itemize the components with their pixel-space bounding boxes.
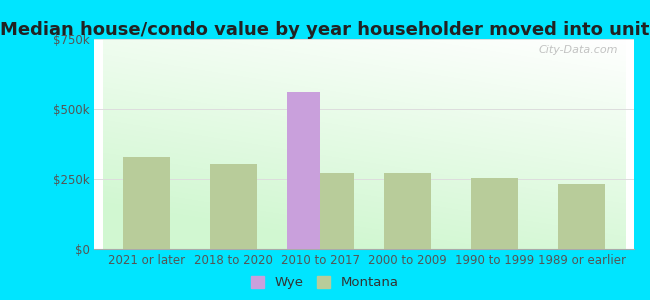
Bar — [384, 172, 431, 249]
Bar — [124, 157, 170, 249]
Bar — [211, 164, 257, 249]
Bar — [558, 184, 605, 249]
Bar — [320, 173, 354, 249]
Text: City-Data.com: City-Data.com — [538, 45, 617, 55]
Legend: Wye, Montana: Wye, Montana — [247, 272, 403, 293]
Text: Median house/condo value by year householder moved into unit: Median house/condo value by year househo… — [0, 21, 650, 39]
Bar — [471, 178, 517, 249]
Bar — [287, 92, 320, 249]
